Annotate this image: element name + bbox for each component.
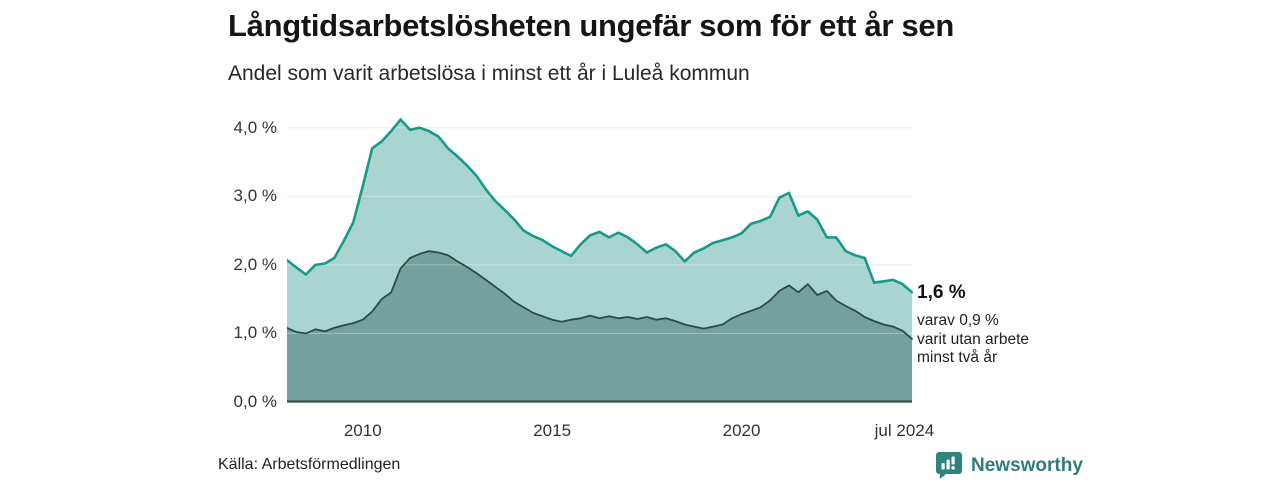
annotation-detail-line: varit utan arbete [917,330,1030,348]
latest-value-label: 1,6 % [917,282,966,303]
x-axis-label: 2020 [722,421,761,440]
annotation-detail-line: minst två år [917,349,998,366]
chart-subtitle: Andel som varit arbetslösa i minst ett å… [228,62,750,85]
source-note: Källa: Arbetsförmedlingen [218,456,401,473]
x-axis-label: jul 2024 [874,421,935,440]
newsworthy-logo-text: Newsworthy [971,454,1083,476]
x-axis-label: 2015 [533,421,572,440]
newsworthy-logo-icon [936,452,962,479]
y-axis-label: 0,0 % [233,392,277,411]
chart-title: Långtidsarbetslösheten ungefär som för e… [228,8,955,43]
y-axis-label: 1,0 % [233,323,277,343]
annotation-detail: varav 0,9 % varit utan arbete minst två … [917,312,1029,368]
y-axis-label: 4,0 % [233,117,277,137]
newsworthy-logo[interactable]: Newsworthy [935,451,1083,480]
annotation-detail-line: varav 0,9 % [917,312,999,329]
area-chart [287,118,913,403]
y-axis-label: 3,0 % [233,186,277,206]
x-axis-label: 2010 [343,421,382,440]
y-axis-label: 2,0 % [233,254,277,274]
